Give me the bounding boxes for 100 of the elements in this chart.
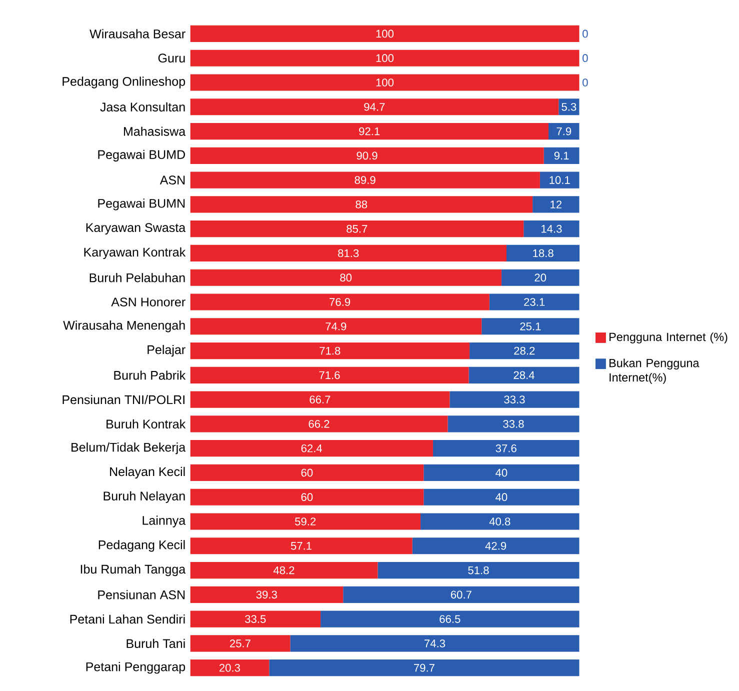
y-tick-label: Pensiunan ASN bbox=[98, 590, 185, 600]
bar bbox=[190, 245, 507, 262]
data-label: 90.9 bbox=[356, 152, 378, 160]
data-label: 100 bbox=[376, 30, 394, 38]
data-label: 66.2 bbox=[308, 420, 330, 428]
y-tick-label: Wirausaha Menengah bbox=[63, 320, 185, 332]
data-label: 92.1 bbox=[359, 127, 380, 136]
bar bbox=[558, 98, 580, 116]
bar bbox=[190, 464, 424, 482]
y-tick-label: Petani Penggarap bbox=[86, 662, 186, 674]
data-label: 100 bbox=[376, 78, 394, 87]
bar bbox=[190, 220, 524, 238]
data-label: 23.1 bbox=[524, 298, 545, 306]
bar bbox=[190, 586, 344, 604]
legend-label: Pengguna Internet (%) bbox=[610, 332, 728, 344]
y-tick-label: Pedagang Onlineshop bbox=[62, 76, 186, 88]
y-tick-label: Wirausaha Besar bbox=[90, 29, 186, 38]
data-label: 18.8 bbox=[533, 249, 554, 258]
bar bbox=[190, 538, 412, 554]
bar bbox=[378, 562, 580, 579]
data-label: 0 bbox=[582, 78, 588, 87]
data-label: 85.7 bbox=[346, 225, 368, 233]
data-label: 76.9 bbox=[330, 298, 350, 306]
data-label: 60.7 bbox=[450, 590, 472, 599]
data-label: 20.3 bbox=[219, 664, 240, 672]
data-label: 5.3 bbox=[562, 103, 576, 111]
y-tick-label: Nelayan Kecil bbox=[110, 467, 185, 479]
bar bbox=[190, 196, 533, 213]
data-label: 40.8 bbox=[489, 518, 510, 526]
data-label: 100 bbox=[376, 54, 394, 62]
data-label: 33.5 bbox=[245, 615, 266, 624]
data-label: 60 bbox=[301, 493, 313, 502]
data-label: 40 bbox=[496, 468, 508, 477]
data-label: 0 bbox=[582, 30, 588, 38]
data-label: 62.4 bbox=[301, 444, 322, 452]
y-tick-label: Belum/Tidak Bekerja bbox=[72, 442, 186, 454]
data-label: 66.5 bbox=[440, 615, 460, 624]
bar bbox=[190, 391, 450, 408]
data-label: 37.6 bbox=[496, 444, 516, 452]
data-label: 88 bbox=[356, 200, 368, 208]
bar bbox=[190, 562, 378, 579]
bar bbox=[190, 440, 433, 457]
bar bbox=[269, 660, 580, 676]
y-tick-label: Buruh Pabrik bbox=[114, 370, 186, 380]
bar bbox=[190, 318, 482, 335]
bar bbox=[290, 635, 580, 652]
data-label: 12 bbox=[550, 200, 562, 208]
bar bbox=[424, 464, 580, 482]
data-label: 40 bbox=[496, 493, 508, 502]
bar bbox=[190, 513, 421, 530]
bar bbox=[470, 342, 580, 360]
y-tick-label: Karyawan Kontrak bbox=[84, 248, 186, 260]
data-label: 71.6 bbox=[319, 371, 340, 380]
y-tick-label: Buruh Tani bbox=[126, 638, 185, 648]
data-label: 42.9 bbox=[485, 542, 506, 550]
bar bbox=[524, 220, 580, 238]
y-tick-label: Karyawan Swasta bbox=[86, 223, 186, 235]
data-label: 14.3 bbox=[541, 225, 562, 233]
bar bbox=[320, 610, 580, 628]
bar bbox=[424, 488, 580, 506]
data-label: 7.9 bbox=[556, 127, 572, 136]
y-tick-label: Buruh Nelayan bbox=[104, 491, 185, 504]
bar bbox=[190, 123, 549, 140]
y-tick-label: Lainnya bbox=[142, 516, 186, 528]
data-label: 25.7 bbox=[230, 640, 250, 648]
y-tick-label: Buruh Kontrak bbox=[106, 419, 186, 429]
bar bbox=[190, 488, 424, 506]
data-label: 74.3 bbox=[424, 640, 446, 648]
data-label: 25.1 bbox=[520, 322, 541, 330]
bar bbox=[489, 294, 580, 310]
y-tick-label: Guru bbox=[158, 54, 185, 63]
data-label: 60 bbox=[301, 468, 313, 477]
bar bbox=[190, 26, 580, 42]
bar bbox=[343, 586, 580, 604]
y-tick-label: ASN Honorer bbox=[111, 298, 186, 307]
bar bbox=[190, 416, 448, 432]
y-tick-label: Petani Lahan Sendiri bbox=[70, 614, 185, 624]
bar bbox=[190, 269, 502, 286]
bar bbox=[448, 416, 580, 432]
bar bbox=[190, 610, 321, 628]
bar bbox=[501, 269, 580, 286]
bar bbox=[190, 635, 290, 652]
bar bbox=[468, 366, 580, 384]
y-tick-label: Buruh Pelabuhan bbox=[90, 273, 185, 282]
data-label: 10.1 bbox=[550, 176, 570, 184]
bar bbox=[190, 172, 540, 188]
data-label: 51.8 bbox=[468, 566, 489, 574]
legend-label: Bukan Pengguna Internet(%) bbox=[610, 358, 700, 384]
bar bbox=[544, 147, 580, 164]
data-label: 33.8 bbox=[503, 420, 524, 428]
data-label: 89.9 bbox=[354, 176, 376, 184]
data-label: 39.3 bbox=[256, 590, 277, 599]
y-tick-label: Pelajar bbox=[148, 345, 186, 357]
data-label: 81.3 bbox=[338, 249, 359, 258]
y-tick-label: Pegawai BUMN bbox=[98, 198, 185, 210]
bar bbox=[190, 660, 270, 676]
bar bbox=[190, 294, 490, 310]
y-tick-label: Pedagang Kecil bbox=[98, 540, 185, 552]
data-label: 66.7 bbox=[310, 396, 330, 404]
bar bbox=[190, 366, 469, 384]
